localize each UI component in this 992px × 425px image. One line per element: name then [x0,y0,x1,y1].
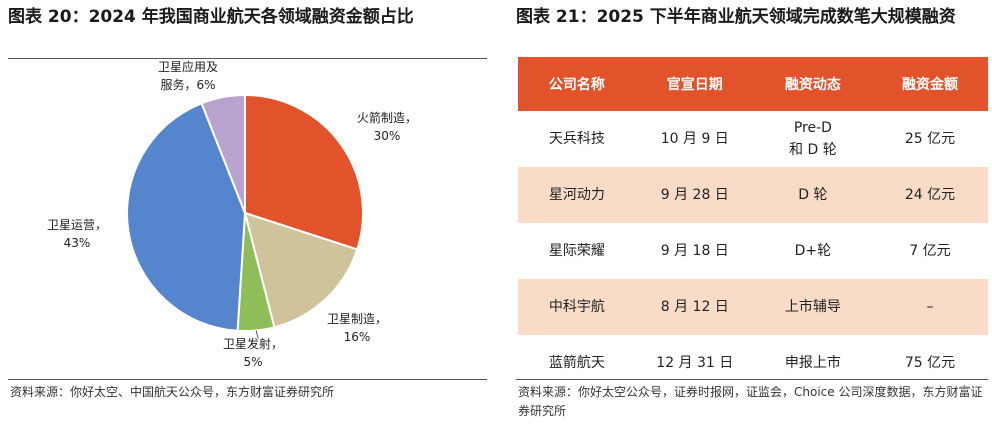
cell-round: 申报上市 [753,335,873,391]
left-figure-panel: 图表 20：2024 年我国商业航天各领域融资金额占比 火箭制造， 30% 卫星制… [0,0,493,425]
cell-date: 9 月 18 日 [635,223,754,279]
left-title-rule [8,58,487,59]
cell-amount: – [872,279,988,335]
right-figure-title: 图表 21：2025 下半年商业航天领域完成数笔大规模融资 [516,7,956,27]
left-source-note: 资料来源：你好太空、中国航天公众号，东方财富证券研究所 [10,385,335,399]
right-source-rule [516,379,988,380]
table-header-row: 公司名称 官宣日期 融资动态 融资金额 [518,57,988,111]
cell-round: D 轮 [753,167,873,223]
cell-round: D+轮 [753,223,873,279]
header-amount: 融资金额 [872,57,988,111]
pie-slice [243,211,359,329]
header-date: 官宣日期 [635,57,754,111]
pie-slice [126,101,247,332]
cell-amount: 75 亿元 [872,335,988,391]
cell-date: 12 月 31 日 [635,335,754,391]
cell-company: 中科宇航 [518,279,636,335]
cell-date: 10 月 9 日 [635,111,754,167]
cell-amount: 25 亿元 [872,111,988,167]
pie-slice-label: 卫星运营， 43% [46,218,107,250]
table-row: 星际荣耀 9 月 18 日 D+轮 7 亿元 [518,223,988,279]
pie-slice-label: 卫星发射， 5% [222,337,283,369]
left-figure-title: 图表 20：2024 年我国商业航天各领域融资金额占比 [8,7,414,27]
cell-round: Pre-D 和 D 轮 [753,111,873,167]
pie-slice-label: 卫星制造， 16% [326,312,387,344]
cell-company: 星际荣耀 [518,223,636,279]
pie-leader-line [255,330,259,339]
cell-company: 星河动力 [518,167,636,223]
cell-company: 天兵科技 [518,111,636,167]
pie-slice [244,93,364,251]
cell-date: 8 月 12 日 [635,279,754,335]
table-row: 中科宇航 8 月 12 日 上市辅导 – [518,279,988,335]
left-source-rule [8,379,487,380]
header-round: 融资动态 [753,57,873,111]
table-row: 天兵科技 10 月 9 日 Pre-D 和 D 轮 25 亿元 [518,111,988,167]
header-company: 公司名称 [518,57,636,111]
pie-slice [200,93,246,214]
cell-amount: 7 亿元 [872,223,988,279]
table-row: 蓝箭航天 12 月 31 日 申报上市 75 亿元 [518,335,988,391]
cell-company: 蓝箭航天 [518,335,636,391]
cell-round: 上市辅导 [753,279,873,335]
table-row: 星河动力 9 月 28 日 D 轮 24 亿元 [518,167,988,223]
pie-chart [126,93,364,339]
financing-table: 公司名称 官宣日期 融资动态 融资金额 天兵科技 10 月 9 日 Pre-D … [518,57,988,391]
cell-date: 9 月 28 日 [635,167,754,223]
right-figure-panel: 图表 21：2025 下半年商业航天领域完成数笔大规模融资 公司名称 官宣日期 … [502,0,992,425]
pie-slice-label: 卫星应用及 服务，6% [157,60,218,92]
right-source-note: 资料来源：你好太空公众号，证券时报网，证监会，Choice 公司深度数据，东方财… [518,385,983,418]
cell-amount: 24 亿元 [872,167,988,223]
pie-slice-label: 火箭制造， 30% [356,111,417,143]
